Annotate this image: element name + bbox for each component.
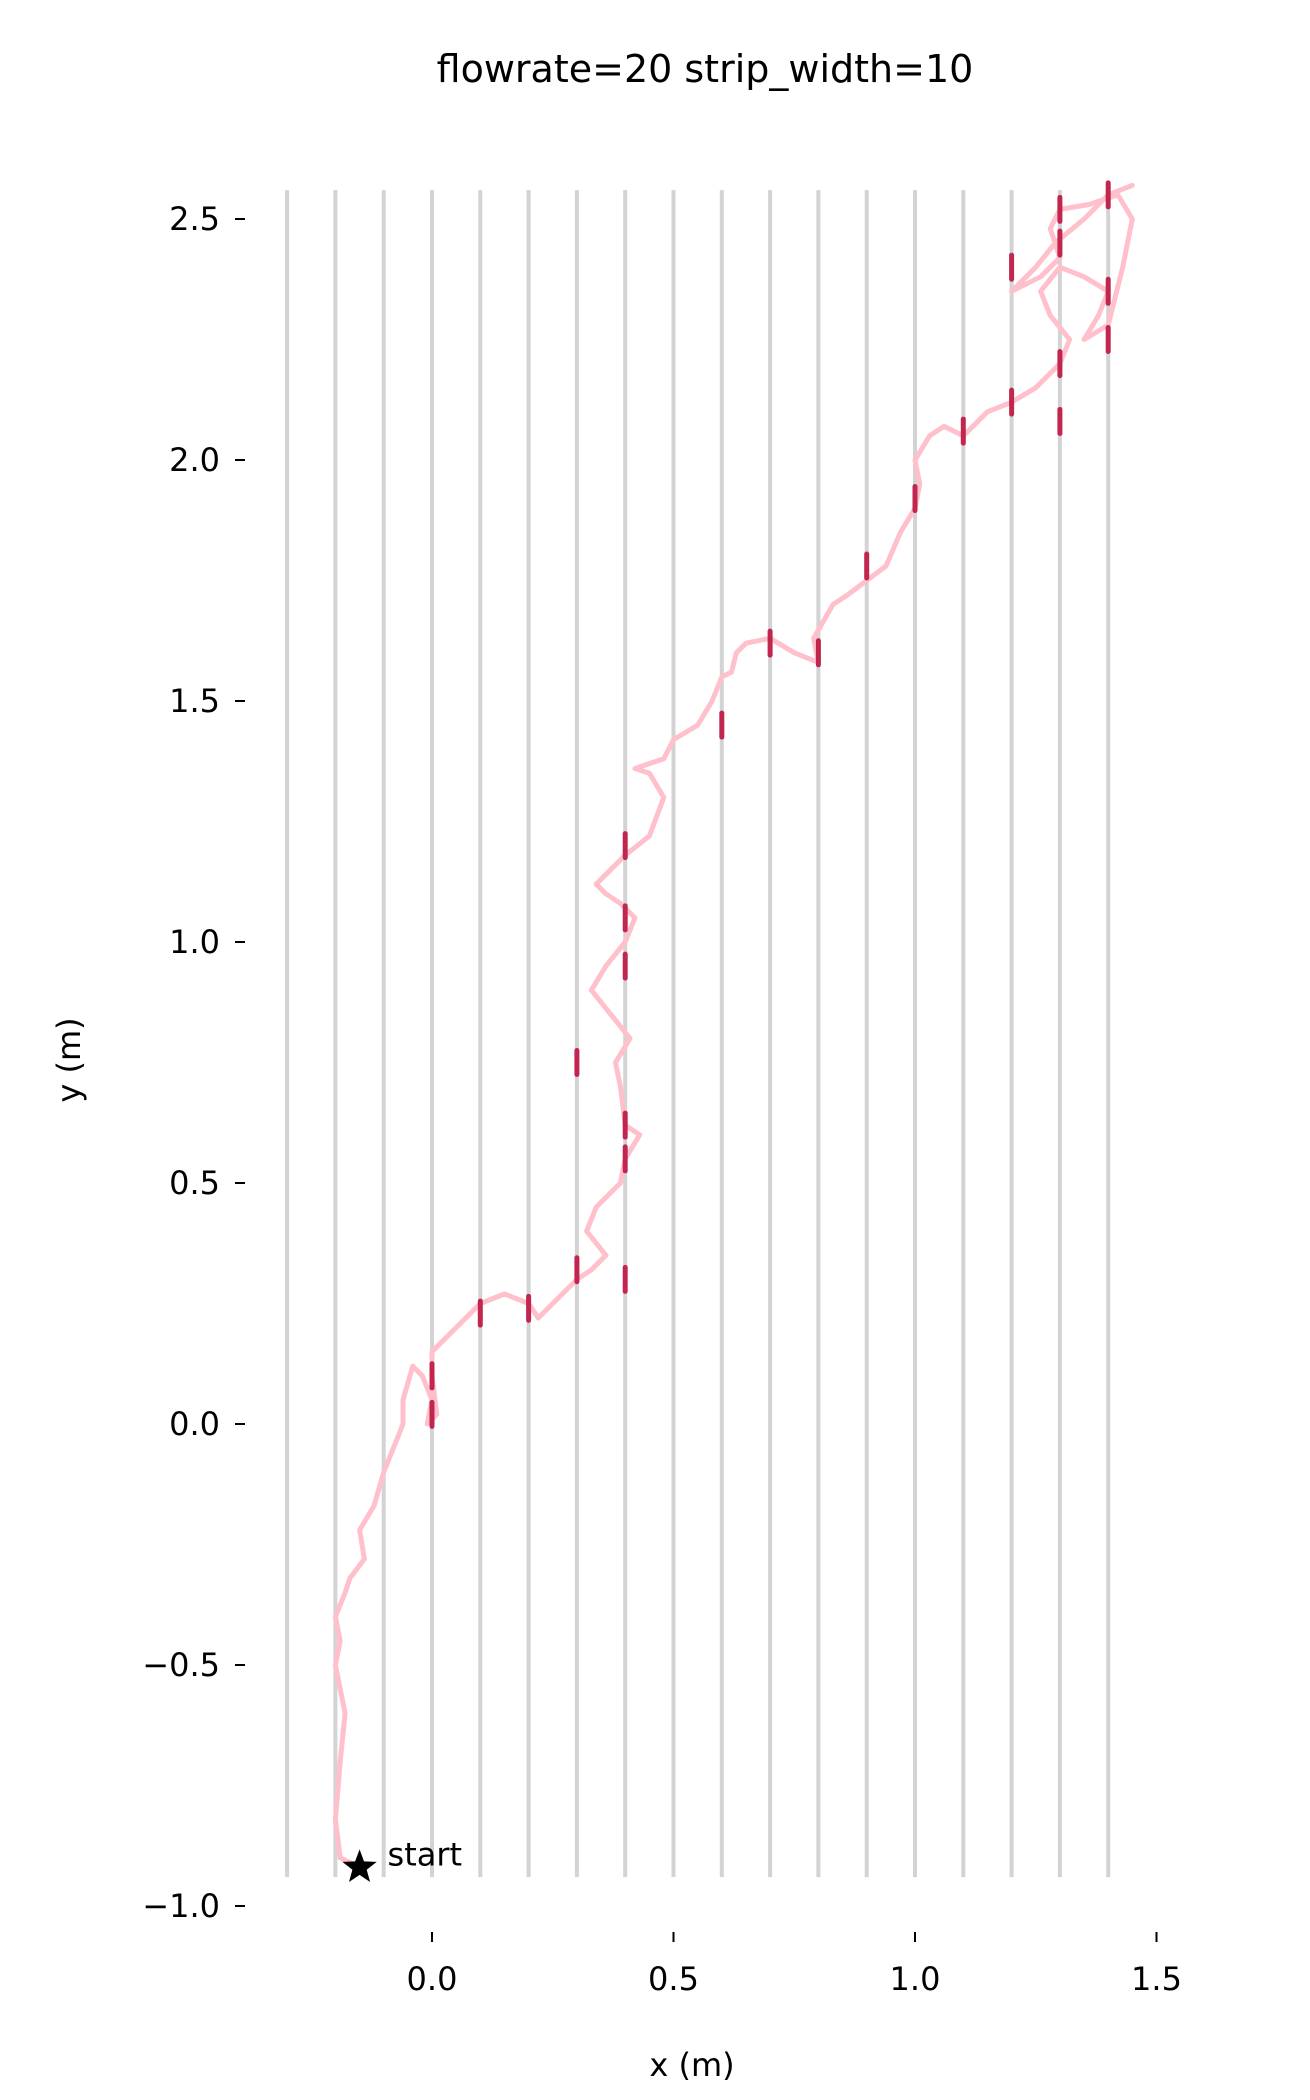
y-axis-label: y (m): [50, 1017, 88, 1102]
x-tick-label-0: 0.0: [407, 1960, 458, 1998]
y-tick-label-7: 2.5: [169, 200, 220, 238]
y-axis: −1.0 −0.5 0.0 0.5 1.0 1.5 2.0 2.5: [142, 200, 245, 1925]
y-tick-label-3: 0.5: [169, 1164, 220, 1202]
chart-title: flowrate=20 strip_width=10: [437, 47, 974, 91]
y-tick-label-0: −1.0: [142, 1887, 220, 1925]
start-label: start: [388, 1835, 463, 1873]
y-tick-label-1: −0.5: [142, 1646, 220, 1684]
x-axis: 0.0 0.5 1.0 1.5: [407, 1932, 1182, 1998]
trajectory-series-0: [332, 182, 1135, 1870]
strip-crossing-marks: [429, 180, 1111, 1429]
y-tick-label-2: 0.0: [169, 1405, 220, 1443]
x-tick-label-3: 1.5: [1131, 1960, 1182, 1998]
y-tick-label-4: 1.0: [169, 923, 220, 961]
start-star-icon: [342, 1849, 377, 1882]
trajectory-lines: [332, 182, 1135, 1870]
strip-lines: [285, 190, 1111, 1878]
y-tick-label-5: 1.5: [169, 682, 220, 720]
y-tick-label-6: 2.0: [169, 441, 220, 479]
x-tick-label-1: 0.5: [648, 1960, 699, 1998]
x-tick-label-2: 1.0: [890, 1960, 941, 1998]
x-axis-label: x (m): [649, 2046, 734, 2084]
start-annotation: start: [342, 1835, 462, 1882]
